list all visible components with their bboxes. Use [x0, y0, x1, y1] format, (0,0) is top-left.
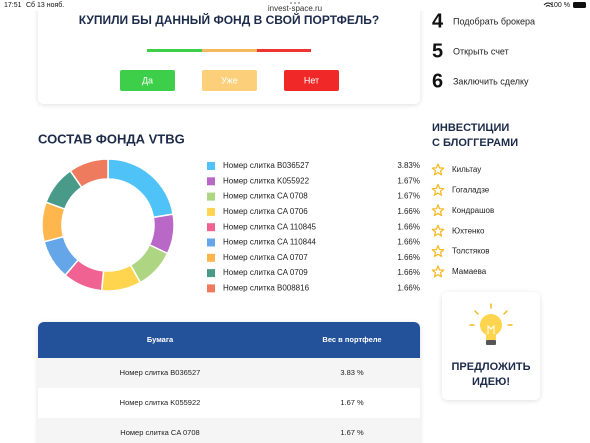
blogger-name[interactable]: Гогаладзе — [452, 186, 490, 195]
table-row-bg — [38, 418, 420, 443]
legend-swatch — [207, 207, 215, 216]
poll-button-label: Нет — [304, 75, 319, 85]
table-cell: Номер слитка K055922 — [120, 398, 201, 407]
url: invest-space.ru — [268, 4, 322, 13]
poll-button[interactable] — [284, 70, 339, 91]
bloggers-title: С БЛОГГЕРАМИ — [432, 137, 518, 149]
table-header-bg — [38, 322, 420, 358]
legend-value: 1.66% — [397, 268, 420, 277]
legend-label: Номер слитка CA 0708 — [223, 192, 308, 201]
legend-swatch — [207, 192, 215, 201]
legend-value: 3.83% — [397, 161, 420, 170]
step-label: Подобрать брокера — [453, 16, 535, 26]
legend-label: Номер слитка B036527 — [223, 161, 310, 170]
blogger-name[interactable]: Толстяков — [452, 247, 490, 256]
lightbulb-icon — [469, 303, 513, 345]
tab-dots — [290, 2, 300, 4]
rating-orange — [202, 49, 257, 52]
legend-value: 1.67% — [397, 176, 420, 185]
step-label: Заключить сделку — [453, 76, 529, 86]
idea-card[interactable] — [442, 292, 540, 400]
idea-label: ИДЕЮ! — [472, 376, 510, 388]
step-label: Открыть счет — [453, 46, 509, 56]
rating-red — [257, 49, 311, 52]
battery-icon — [573, 2, 586, 8]
blogger-name[interactable]: Кондрашов — [452, 206, 494, 215]
idea-label: ПРЕДЛОЖИТЬ — [451, 361, 530, 373]
star-icon — [431, 163, 445, 176]
legend-value: 1.66% — [397, 238, 420, 247]
star-icon — [431, 224, 445, 237]
legend-value: 1.67% — [397, 192, 420, 201]
legend-label: Номер слитка B008816 — [223, 284, 310, 293]
blogger-name[interactable]: Мамаева — [452, 267, 487, 276]
star-icon — [431, 265, 445, 278]
legend-value: 1.66% — [397, 253, 420, 262]
table-cell: 1.67 % — [340, 428, 364, 437]
legend-label: Номер слитка CA 110845 — [223, 222, 317, 231]
status-date: Сб 13 нояб. — [26, 1, 64, 9]
legend-swatch — [207, 177, 215, 186]
legend-swatch — [207, 253, 215, 262]
table-cell: Номер слитка CA 0708 — [120, 428, 199, 437]
table-row-bg — [38, 358, 420, 388]
poll-title-clip: КУПИЛИ БЫ ДАННЫЙ ФОНД В СВОЙ ПОРТФЕЛЬ? — [79, 12, 379, 27]
table-cell: 1.67 % — [340, 398, 364, 407]
battery-label: 100 % — [550, 2, 570, 9]
composition-title: СОСТАВ ФОНДА VTBG — [38, 131, 185, 146]
poll-title: КУПИЛИ БЫ ДАННЫЙ ФОНД В СВОЙ ПОРТФЕЛЬ? — [79, 12, 379, 27]
star-icon — [431, 183, 445, 196]
bloggers-title: ИНВЕСТИЦИИ — [432, 122, 509, 134]
donut-segment — [69, 158, 109, 189]
legend-swatch — [207, 284, 215, 293]
table-header: Бумага — [147, 335, 174, 344]
legend-swatch — [207, 162, 215, 170]
poll-button-label: Да — [142, 75, 153, 85]
legend-swatch — [207, 269, 215, 278]
legend-label: Номер слитка CA 110844 — [223, 238, 317, 247]
star-icon — [431, 204, 445, 217]
legend-swatch — [207, 223, 215, 232]
poll-button[interactable] — [120, 70, 175, 91]
table-cell: Номер слитка B036527 — [120, 368, 201, 377]
wifi-icon — [543, 2, 553, 7]
legend-label: Номер слитка CA 0707 — [223, 253, 308, 262]
legend-value: 1.66% — [397, 207, 420, 216]
blogger-name[interactable]: Юхтенко — [452, 226, 485, 235]
legend-label: Номер слитка K055922 — [223, 176, 310, 185]
legend-label: Номер слитка CA 0709 — [223, 268, 308, 277]
step-number: 4 — [432, 10, 444, 32]
legend-label: Номер слитка CA 0706 — [223, 207, 308, 216]
table-header: Вес в портфеле — [322, 335, 381, 344]
legend-swatch — [207, 238, 215, 247]
poll-button[interactable] — [202, 70, 257, 91]
legend-value: 1.66% — [397, 284, 420, 293]
legend-value: 1.66% — [397, 222, 420, 231]
poll-button-label: Уже — [221, 75, 237, 85]
status-bar — [0, 0, 590, 11]
step-number: 6 — [432, 70, 443, 92]
status-time: 17:51 — [4, 2, 22, 9]
table-cell: 3.83 % — [340, 368, 364, 377]
rating-green — [147, 49, 202, 52]
star-icon — [431, 245, 445, 258]
step-number: 5 — [432, 40, 443, 62]
blogger-name[interactable]: Кильтау — [452, 165, 481, 174]
